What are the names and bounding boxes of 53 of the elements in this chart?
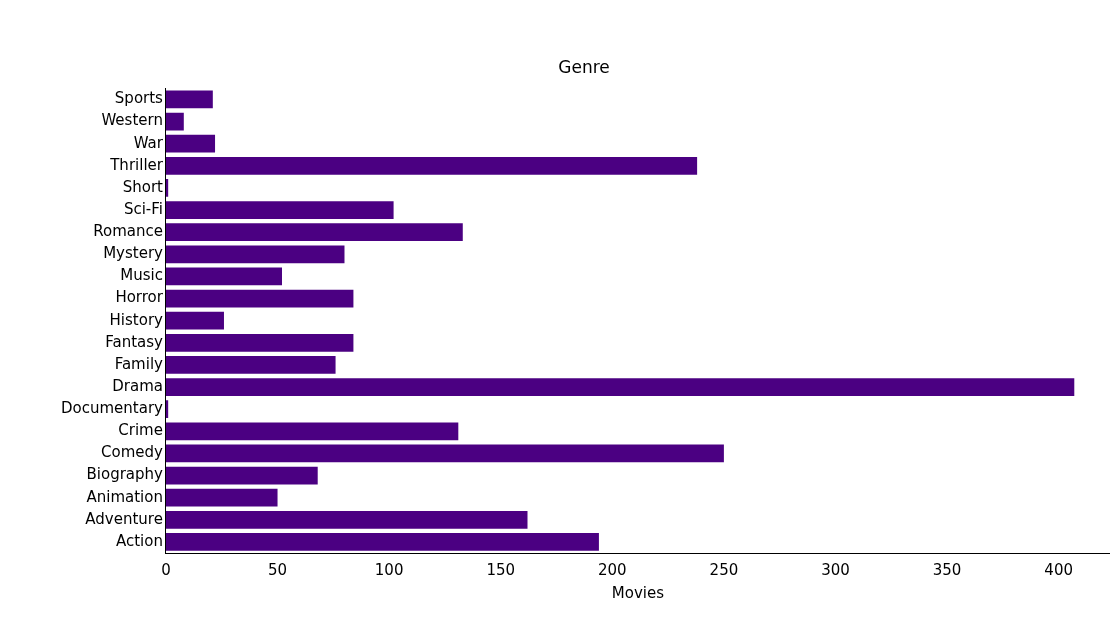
y-tick-label: Biography: [86, 465, 164, 484]
bar: [165, 488, 278, 507]
y-tick-label: Adventure: [85, 509, 163, 528]
bar: [165, 267, 282, 286]
bar: [165, 90, 213, 109]
y-tick-label: War: [133, 133, 164, 152]
x-tick-label: 50: [267, 560, 288, 579]
bar: [165, 510, 528, 529]
bar: [165, 466, 318, 485]
y-tick-label: Music: [120, 266, 163, 285]
y-tick-label: Family: [114, 354, 164, 373]
y-tick-label: Romance: [93, 222, 163, 241]
bar: [165, 356, 336, 374]
chart-title: Genre: [558, 56, 610, 77]
x-tick-label: 100: [374, 560, 404, 579]
y-tick-label: Animation: [86, 487, 163, 506]
x-tick-label: 150: [486, 560, 516, 579]
x-tick-label: 250: [709, 560, 739, 579]
y-tick-label: Thriller: [109, 155, 164, 174]
y-tick-label: Documentary: [60, 399, 164, 418]
y-tick-label: Sports: [114, 89, 164, 108]
y-tick-label: Short: [122, 177, 164, 196]
bar: [165, 378, 1075, 396]
x-tick-label: 300: [821, 560, 850, 579]
x-axis-title: Movies: [611, 583, 665, 602]
x-tick-label: 400: [1044, 560, 1073, 579]
y-tick-label: Drama: [112, 376, 163, 395]
bar: [165, 112, 184, 131]
bar: [165, 134, 216, 153]
y-tick-label: Crime: [118, 421, 163, 440]
y-tick-label: History: [109, 310, 164, 329]
y-tick-label: Horror: [115, 288, 164, 307]
x-tick-label: 200: [597, 560, 627, 579]
y-tick-label: Action: [115, 531, 163, 550]
x-tick-label: 350: [932, 560, 962, 579]
y-tick-label: Comedy: [101, 443, 164, 462]
y-tick-label: Western: [101, 111, 163, 130]
y-tick-label: Fantasy: [105, 332, 164, 351]
bar: [165, 179, 169, 197]
bar: [165, 289, 354, 308]
bar: [165, 333, 354, 352]
bar: [165, 223, 463, 242]
y-tick-label: Mystery: [103, 244, 164, 263]
bar: [165, 400, 169, 419]
bar: [165, 311, 224, 330]
bar: [165, 422, 459, 441]
x-tick-label: 0: [161, 560, 171, 579]
bar: [165, 444, 724, 463]
bar: [165, 245, 345, 264]
bar: [165, 533, 599, 551]
bar: [165, 201, 394, 219]
bar: [165, 156, 698, 175]
y-tick-label: Sci-Fi: [123, 199, 163, 218]
